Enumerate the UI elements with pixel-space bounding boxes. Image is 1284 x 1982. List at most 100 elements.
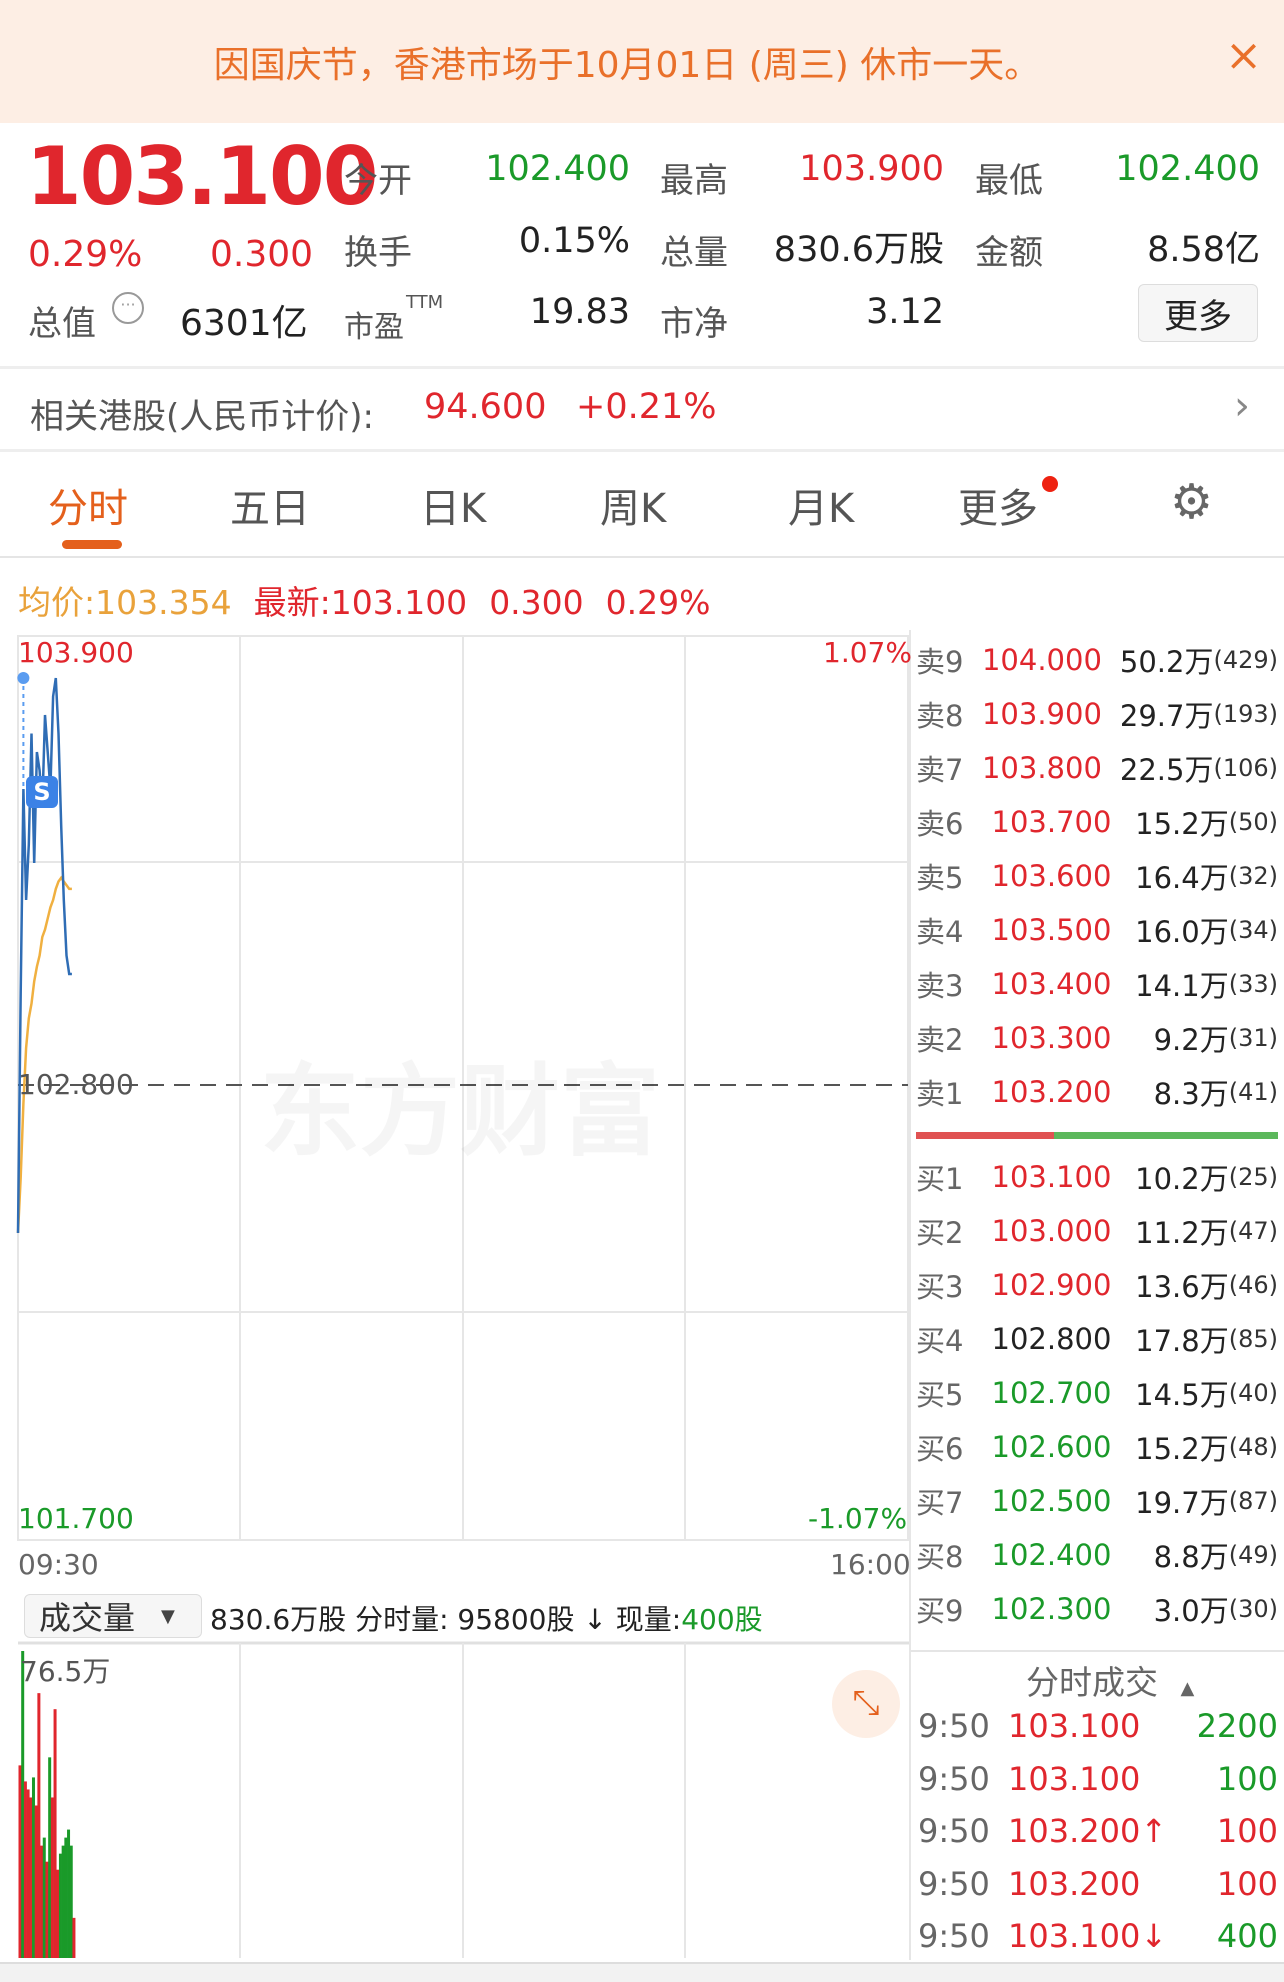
order-book-row[interactable]: 卖6 103.700 15.2万 (50) [916,795,1278,849]
trade-row: 9:50 103.200 100 [918,1858,1278,1910]
stat-value: 19.83 [529,292,630,332]
indicator-select[interactable]: 成交量 ▼ [24,1594,202,1638]
order-book-row[interactable]: 买4 102.800 17.8万 (85) [916,1312,1278,1366]
level-label: 买7 [916,1486,964,1520]
order-book-row[interactable]: 卖5 103.600 16.4万 (32) [916,849,1278,903]
order-book-row[interactable]: 卖4 103.500 16.0万 (34) [916,903,1278,957]
order-book-row[interactable]: 卖8 103.900 29.7万 (193) [916,687,1278,741]
order-book-row[interactable]: 卖1 103.200 8.3万 (41) [916,1065,1278,1119]
trades-header[interactable]: 分时成交 ▲ [1026,1656,1194,1704]
level-count: (41) [1228,1078,1278,1106]
level-volume: 9.2万 [1153,1023,1229,1057]
level-label: 卖5 [916,861,964,895]
tab-1[interactable]: 五日 [230,476,310,534]
stat-label: 金额 [975,233,1043,273]
level-count: (87) [1228,1487,1278,1515]
order-book-row[interactable]: 买9 102.300 3.0万 (30) [916,1582,1278,1636]
trade-time: 9:50 [918,1864,990,1903]
latest-label: 最新: [253,583,331,622]
level-volume: 15.2万 [1135,807,1229,841]
order-book-row[interactable]: 买6 102.600 15.2万 (48) [916,1420,1278,1474]
volume-bar [67,1829,71,1958]
y-label-top-pct: 1.07% [823,636,912,669]
chart-info-bar: 均价:103.354 最新:103.100 0.300 0.29% [18,576,711,624]
chevron-right-icon: › [1234,383,1250,429]
bottom-scroll-bar[interactable] [0,1962,1284,1982]
bid-ask-ratio-bar [916,1132,1278,1139]
tab-label: 更多 [958,486,1038,532]
order-book-row[interactable]: 买2 103.000 11.2万 (47) [916,1204,1278,1258]
sell-signal-marker[interactable]: S [26,776,58,808]
level-price: 102.700 [991,1376,1112,1410]
trade-price: 103.200 [1008,1864,1141,1903]
settings-gear-icon[interactable]: ⚙ [1170,474,1214,530]
order-book-row[interactable]: 卖2 103.300 9.2万 (31) [916,1011,1278,1065]
divider [0,556,1284,558]
minute-volume-label: 分时量: [355,1603,449,1636]
order-book-row[interactable]: 卖9 104.000 50.2万 (429) [916,633,1278,687]
level-price: 103.200 [991,1075,1112,1109]
related-hk-stock-row[interactable]: 相关港股(人民币计价): 94.600 +0.21% › [0,369,1284,449]
tab-0[interactable]: 分时 [48,476,128,534]
stat-label: 市净 [660,304,728,344]
order-book-row[interactable]: 买3 102.900 13.6万 (46) [916,1258,1278,1312]
level-label: 卖8 [916,699,964,733]
tab-label: 日K [420,486,487,532]
caret-up-icon: ▲ [1180,1678,1195,1699]
stat-value: 102.400 [485,149,630,189]
expand-fullscreen-icon[interactable]: ⤡ [832,1670,900,1738]
level-label: 买1 [916,1162,964,1196]
current-volume-value: 400股 [681,1603,763,1636]
avg-value: 103.354 [95,583,232,622]
avg-label: 均价: [18,583,96,622]
trade-price: 103.100 [1008,1759,1141,1798]
order-book-row[interactable]: 卖7 103.800 22.5万 (106) [916,741,1278,795]
order-book-row[interactable]: 买7 102.500 19.7万 (87) [916,1474,1278,1528]
y-label-bottom-pct: -1.07% [808,1502,908,1535]
trade-volume: 100 [1216,1812,1278,1850]
level-volume: 14.1万 [1135,969,1229,1003]
close-icon[interactable]: × [1225,30,1262,81]
volume-bar [34,1805,38,1958]
level-price: 103.300 [991,1021,1112,1055]
tab-3[interactable]: 周K [600,476,666,534]
trade-price: 103.100↓ [1008,1917,1168,1955]
order-book-row[interactable]: 买1 103.100 10.2万 (25) [916,1150,1278,1204]
order-book-row[interactable]: 卖3 103.400 14.1万 (33) [916,957,1278,1011]
level-price: 103.600 [991,859,1112,893]
level-label: 卖4 [916,915,964,949]
tab-4[interactable]: 月K [788,476,854,534]
order-book-row[interactable]: 买8 102.400 8.8万 (49) [916,1528,1278,1582]
volume-bar [23,1781,27,1958]
info-icon[interactable]: ··· [112,292,144,324]
level-volume: 14.5万 [1135,1378,1229,1412]
trade-time: 9:50 [918,1759,990,1798]
trade-time: 9:50 [918,1917,990,1955]
volume-bar [31,1777,35,1958]
tab-2[interactable]: 日K [420,476,486,534]
tab-label: 周K [600,486,667,532]
tab-5[interactable]: 更多 [958,476,1058,534]
indicator-select-value: 成交量 [39,1599,136,1637]
level-price: 103.000 [991,1214,1112,1248]
level-label: 卖9 [916,645,964,679]
banner-text: 因国庆节，香港市场于10月01日 (周三) 休市一天。 [213,44,1041,86]
y-label-mid: 102.800 [18,1068,134,1101]
ttm-superscript: TTM [406,292,444,313]
level-count: (46) [1228,1271,1278,1299]
trade-volume: 400 [1216,1917,1278,1955]
level-price: 103.800 [981,751,1102,785]
level-label: 买4 [916,1324,964,1358]
level-count: (106) [1213,754,1278,782]
active-tab-indicator [62,540,122,549]
level-price: 102.600 [991,1430,1112,1464]
level-volume: 10.2万 [1135,1162,1229,1196]
latest-value: 103.100 [330,583,468,622]
order-book-row[interactable]: 买5 102.700 14.5万 (40) [916,1366,1278,1420]
level-price: 103.400 [991,967,1112,1001]
level-volume: 50.2万 [1119,645,1214,679]
more-button[interactable]: 更多 [1138,284,1258,342]
price-line [16,677,72,1234]
volume-bar [69,1845,73,1958]
